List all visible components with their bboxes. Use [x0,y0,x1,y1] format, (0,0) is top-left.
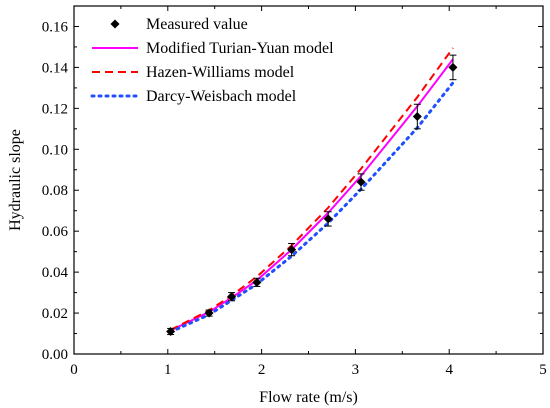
legend-marker [110,19,120,29]
x-axis-title: Flow rate (m/s) [259,389,358,406]
x-tick-label: 3 [352,362,360,378]
y-tick-label: 0.04 [42,265,69,281]
legend: Measured value Modified Turian-Yuan model… [90,16,334,105]
data-point [227,292,237,302]
y-tick-label: 0.00 [42,347,68,363]
y-tick-label: 0.14 [42,60,69,76]
data-point [252,277,262,287]
x-tick-label: 4 [445,362,453,378]
y-tick-label: 0.16 [42,19,69,35]
x-tick-label: 0 [70,362,78,378]
series-line [169,81,455,334]
plot-frame [73,5,544,355]
x-tick-label: 5 [539,362,547,378]
y-tick-label: 0.06 [42,224,69,240]
y-tick-label: 0.02 [42,306,68,322]
data-point [356,177,366,187]
data-point [204,308,214,318]
legend-label: Darcy-Weisbach model [146,88,297,105]
axes: 0 1 2 3 4 5 0.00 0.02 0.04 0.06 0.08 0.10 0.12 0.14 0.… [42,5,547,378]
legend-label: Modified Turian-Yuan model [146,40,334,57]
y-tick-label: 0.12 [42,101,68,117]
y-tick-label: 0.08 [42,183,68,199]
legend-label: Hazen-Williams model [146,64,295,81]
data-point [448,62,458,72]
data-point [287,245,297,255]
data-point [412,112,422,122]
data-point [166,326,176,336]
legend-label: Measured value [146,16,248,33]
y-axis-title: Hydraulic slope [7,129,24,231]
x-tick-label: 1 [164,362,172,378]
x-tick-label: 2 [258,362,266,378]
plot-marks [166,47,458,336]
data-point [323,214,333,224]
y-tick-label: 0.10 [42,142,68,158]
